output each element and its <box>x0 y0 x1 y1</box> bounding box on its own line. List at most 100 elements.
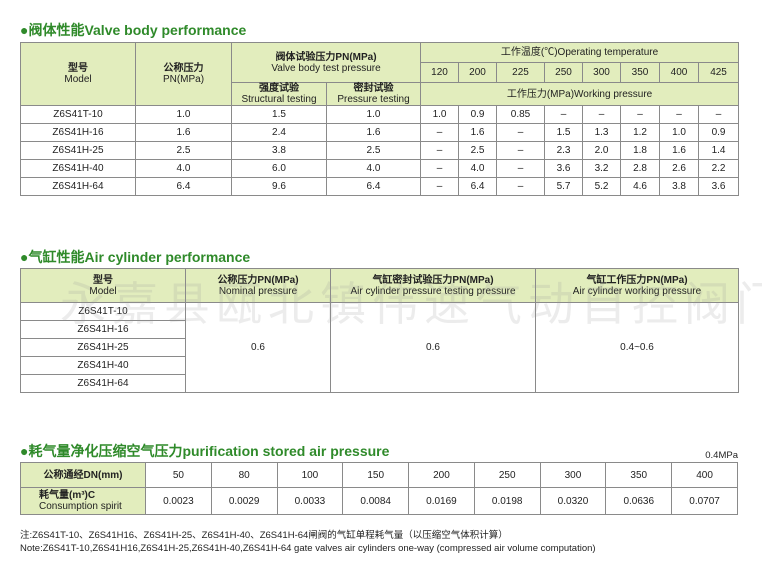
table-cell: 4.0 <box>325 159 422 178</box>
table-cell: 2.4 <box>231 123 327 142</box>
table-cell: 6.4 <box>325 177 422 196</box>
table-cell: – <box>496 159 546 178</box>
table-cell: 3.6 <box>698 177 740 196</box>
table-cell: – <box>420 141 460 160</box>
header-structural: 强度试验 Structural testing <box>231 82 327 106</box>
table-cell: 1.0 <box>420 105 460 124</box>
table-cell: Z6S41H-25 <box>20 141 136 160</box>
temperature-425: 425 <box>698 62 740 83</box>
valve-section-title: ●阀体性能Valve body performance <box>20 22 247 38</box>
table-cell: 5.7 <box>544 177 584 196</box>
temperature-225: 225 <box>496 62 546 83</box>
table-cell: – <box>659 105 700 124</box>
table-cell: 3.8 <box>231 141 327 160</box>
dn-cell: 100 <box>276 462 344 488</box>
model-cell: Z6S41H-25 <box>20 338 186 357</box>
table-cell: – <box>582 105 622 124</box>
dn-cell: 400 <box>671 462 738 488</box>
table-cell: 3.2 <box>582 159 622 178</box>
table-cell: Z6S41H-40 <box>20 159 136 178</box>
table-cell: – <box>496 141 546 160</box>
table-row: Z6S41T-10 0.6 0.6 0.4~0.6 <box>20 302 739 393</box>
test-pressure-cell: 0.6 <box>330 302 536 393</box>
model-cell: Z6S41H-40 <box>20 356 186 375</box>
table-cell: 1.6 <box>458 123 498 142</box>
table-cell: 1.0 <box>659 123 700 142</box>
table-cell: 0.9 <box>698 123 740 142</box>
consumption-cell: 0.0023 <box>145 487 212 515</box>
consumption-cell: 0.0198 <box>473 487 541 515</box>
table-cell: 2.2 <box>698 159 740 178</box>
table-row: Z6S41H-25 2.5 3.8 2.5–2.5–2.3 2.0 1.8 1.6 1.4 <box>20 141 740 160</box>
header-dn: 公称通经DN(mm) <box>20 462 146 488</box>
table-cell: – <box>620 105 661 124</box>
header-test-pressure: 阀体试验压力PN(MPa) Valve body test pressure <box>230 42 422 83</box>
header-pn: 公称压力 PN(MPa) <box>135 42 232 106</box>
header-test: 气缸密封试验压力PN(MPa) Air cylinder pressure tes… <box>330 268 536 303</box>
table-cell: 1.5 <box>544 123 584 142</box>
table-row: Z6S41H-64 <box>20 374 739 393</box>
table-cell: 1.5 <box>231 105 327 124</box>
table-cell: – <box>496 123 546 142</box>
header-nominal: 公称压力PN(MPa) Nominal pressure <box>185 268 331 303</box>
table-cell: 1.4 <box>698 141 740 160</box>
table-cell: 6.4 <box>135 177 232 196</box>
consumption-section-title: ●耗气量净化压缩空气压力purification stored air pres… <box>20 443 390 459</box>
consumption-cell: 0.0029 <box>210 487 278 515</box>
temperature-400: 400 <box>659 62 700 83</box>
note-en: Note:Z6S41T-10,Z6S41H16,Z6S41H-25,Z6S41H… <box>20 543 596 554</box>
table-cell: Z6S41T-10 <box>20 105 136 124</box>
table-cell: 2.5 <box>458 141 498 160</box>
table-cell: 2.3 <box>544 141 584 160</box>
header-working: 气缸工作压力PN(MPa) Air cylinder working pressu… <box>535 268 739 303</box>
dn-cell: 300 <box>539 462 607 488</box>
table-cell: 2.5 <box>325 141 422 160</box>
dn-cell: 200 <box>408 462 475 488</box>
table-cell: – <box>420 159 460 178</box>
temperature-350: 350 <box>620 62 661 83</box>
table-cell: 4.0 <box>458 159 498 178</box>
table-cell: – <box>420 123 460 142</box>
table-cell: 2.6 <box>659 159 700 178</box>
table-cell: 1.8 <box>620 141 661 160</box>
nominal-pressure-cell: 0.6 <box>185 302 331 393</box>
header-model: 型号 Model <box>20 42 136 106</box>
table-cell: 0.9 <box>458 105 498 124</box>
model-cell: Z6S41H-64 <box>20 374 186 393</box>
table-cell: 1.6 <box>135 123 232 142</box>
table-cell: 5.2 <box>582 177 622 196</box>
table-cell: 9.6 <box>231 177 327 196</box>
table-cell: 1.6 <box>325 123 422 142</box>
table-cell: – <box>496 177 546 196</box>
table-cell: 3.8 <box>659 177 700 196</box>
temperature-200: 200 <box>458 62 498 83</box>
table-cell: 1.2 <box>620 123 661 142</box>
table-cell: Z6S41H-64 <box>20 177 136 196</box>
dn-cell: 50 <box>145 462 212 488</box>
table-cell: Z6S41H-16 <box>20 123 136 142</box>
table-cell: 2.0 <box>582 141 622 160</box>
dn-cell: 80 <box>210 462 278 488</box>
table-cell: 4.6 <box>620 177 661 196</box>
table-cell: 1.3 <box>582 123 622 142</box>
header-sealing: 密封试验 Pressure testing <box>325 82 422 106</box>
table-cell: 2.5 <box>135 141 232 160</box>
pressure-unit: 0.4MPa <box>705 450 738 461</box>
table-row: Z6S41H-16 1.6 2.4 1.6–1.6–1.5 1.3 1.2 1.0 0.9 <box>20 123 740 142</box>
table-row: Z6S41H-64 6.4 9.6 6.4–6.4–5.7 5.2 4.6 3.8 3.6 <box>20 177 740 196</box>
table-cell: 4.0 <box>135 159 232 178</box>
dn-cell: 150 <box>342 462 410 488</box>
table-cell: – <box>698 105 740 124</box>
note-cn: 注:Z6S41T-10、Z6S41H16、Z6S41H-25、Z6S41H-40… <box>20 530 508 541</box>
consumption-cell: 0.0084 <box>342 487 410 515</box>
model-cell: Z6S41T-10 <box>20 302 186 321</box>
table-cell: – <box>420 177 460 196</box>
valve-body-table: 型号 Model 公称压力 PN(MPa) 阀体试验压力PN(MPa) Valve b… <box>20 42 740 196</box>
consumption-cell: 0.0169 <box>408 487 475 515</box>
temperature-300: 300 <box>582 62 622 83</box>
dn-cell: 250 <box>473 462 541 488</box>
temperature-250: 250 <box>544 62 584 83</box>
table-cell: – <box>544 105 584 124</box>
consumption-cell: 0.0636 <box>605 487 673 515</box>
temperature-120: 120 <box>420 62 460 83</box>
